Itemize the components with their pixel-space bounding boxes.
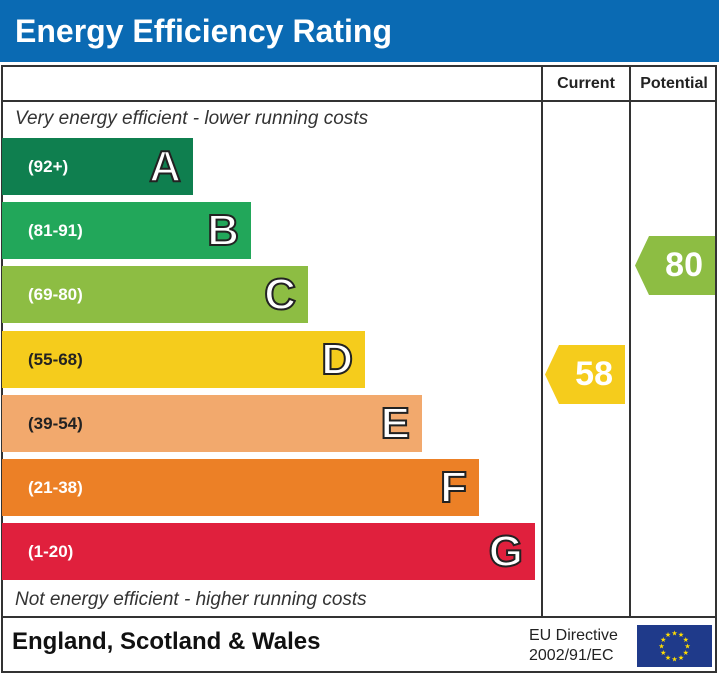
band-e: (39-54) E: [2, 395, 422, 452]
divider: [1, 616, 717, 618]
band-f: (21-38) F: [2, 459, 479, 516]
bottom-note: Not energy efficient - higher running co…: [15, 589, 367, 610]
band-range: (69-80): [28, 285, 83, 304]
star: ★: [683, 636, 689, 644]
star: ★: [660, 649, 666, 657]
eu-directive: EU Directive 2002/91/EC: [529, 626, 618, 666]
divider: [629, 65, 631, 617]
top-note: Very energy efficient - lower running co…: [15, 108, 369, 129]
band-letter: C: [263, 269, 297, 320]
band-range: (1-20): [28, 542, 74, 561]
band-letter: E: [380, 398, 411, 449]
star: ★: [665, 654, 671, 662]
band-range: (39-54): [28, 414, 83, 433]
band-range: (81-91): [28, 221, 83, 240]
potential-header: Potential: [640, 75, 708, 92]
star: ★: [660, 636, 666, 644]
divider: [541, 65, 543, 617]
page-title: Energy Efficiency Rating: [0, 0, 719, 62]
star: ★: [678, 631, 684, 639]
current-header: Current: [557, 75, 615, 92]
directive-line1: EU Directive: [529, 627, 618, 644]
band-d: (55-68) D: [2, 331, 365, 388]
potential-rating-arrow: 80: [635, 236, 715, 295]
band-range: (55-68): [28, 350, 83, 369]
band-letter: F: [439, 462, 468, 513]
band-a: (92+) A: [2, 138, 193, 195]
band-c: (69-80) C: [2, 266, 308, 323]
current-rating-arrow: 58: [545, 345, 625, 404]
band-range: (21-38): [28, 478, 83, 497]
star: ★: [678, 654, 684, 662]
star: ★: [671, 656, 677, 664]
star: ★: [684, 643, 690, 651]
region-label: England, Scotland & Wales: [12, 628, 321, 655]
eu-flag-icon: ★★★★★★★★★ ★ ★★: [637, 625, 712, 667]
star: ★: [683, 649, 689, 657]
band-letter: G: [488, 526, 524, 577]
star: ★: [671, 630, 677, 638]
band-letter: B: [206, 205, 240, 256]
band-letter: D: [320, 334, 354, 385]
star: ★: [665, 631, 671, 639]
band-letter: A: [148, 141, 182, 192]
band-b: (81-91) B: [2, 202, 251, 259]
band-range: (92+): [28, 157, 69, 176]
band-g: (1-20) G: [2, 523, 535, 580]
divider: [1, 100, 717, 102]
star: ★: [658, 643, 664, 651]
directive-line2: 2002/91/EC: [529, 647, 614, 664]
